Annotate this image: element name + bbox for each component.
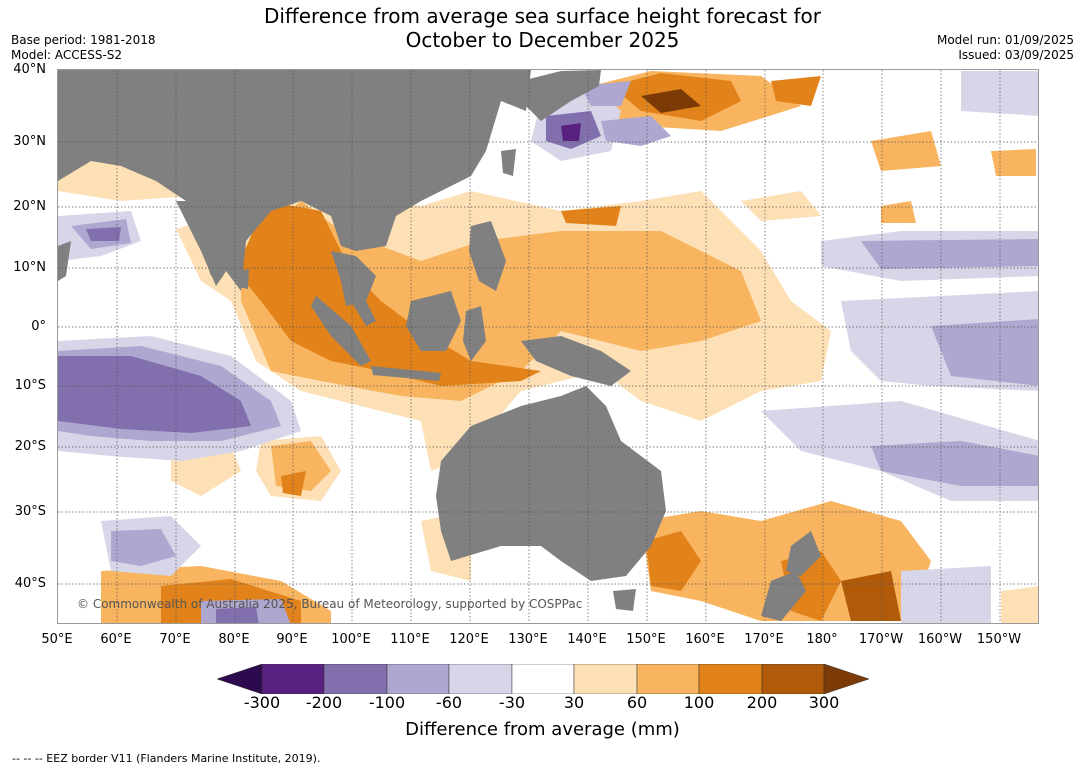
lat-label-40s: 40°S [14, 576, 46, 591]
sumatra [311, 296, 371, 366]
lon-label-170e: 170°E [744, 632, 784, 647]
colorbar-svg [216, 663, 870, 695]
colorbar-bin-8 [698, 663, 763, 695]
sri-lanka [239, 269, 249, 289]
lon-label-80e: 80°E [218, 632, 250, 647]
lon-label-180: 180° [806, 632, 838, 647]
colorbar-extend-low [216, 663, 263, 695]
copyright-credit: © Commonwealth of Australia 2025, Bureau… [77, 597, 583, 611]
colorbar-bin-2 [323, 663, 388, 695]
lon-label-50e: 50°E [41, 632, 73, 647]
asia-landmass [58, 70, 531, 291]
lon-label-150w: 150°W [976, 632, 1022, 647]
new-zealand-north [786, 531, 821, 576]
map-panel[interactable] [57, 69, 1039, 624]
korea-taiwan [501, 149, 516, 176]
lon-label-160w: 160°W [917, 632, 963, 647]
tasmania [613, 589, 636, 611]
colorbar-extend-high [823, 663, 870, 695]
model-run: Model run: 01/09/2025 [936, 33, 1074, 47]
lat-label-40n: 40°N [13, 62, 46, 77]
colorbar-bin-5 [511, 663, 575, 695]
lat-label-10s: 10°S [14, 378, 46, 393]
lon-label-160e: 160°E [685, 632, 725, 647]
colorbar-tick-6: 60 [626, 693, 648, 712]
model-name: Model: ACCESS-S2 [11, 48, 123, 62]
sulawesi [463, 306, 486, 361]
japan [521, 70, 601, 121]
lon-label-120e: 120°E [449, 632, 489, 647]
negative-anomaly-layer [58, 71, 1038, 623]
colorbar-bin-1 [261, 663, 325, 695]
meta-left: Base period: 1981-2018 Model: ACCESS-S2 [11, 33, 156, 63]
indochina-peninsula [331, 251, 376, 306]
colorbar-tick-3: -60 [435, 693, 463, 712]
colorbar-bin-7 [636, 663, 700, 695]
lon-label-150e: 150°E [626, 632, 666, 647]
colorbar-tick-5: 30 [563, 693, 585, 712]
colorbar-tick-9: 300 [808, 693, 840, 712]
malay-peninsula [346, 281, 376, 326]
colorbar-bin-9 [761, 663, 825, 695]
graticule [58, 70, 1038, 623]
title-line-1: Difference from average sea surface heig… [263, 4, 822, 28]
base-period: Base period: 1981-2018 [11, 33, 156, 47]
indian-peninsula [176, 201, 246, 286]
colorbar-tick-7: 100 [683, 693, 715, 712]
colorbar [216, 663, 870, 695]
meta-right: Model run: 01/09/2025 Issued: 03/09/2025 [937, 33, 1074, 63]
madagascar-edge [58, 241, 71, 281]
lat-label-10n: 10°N [13, 260, 46, 275]
lon-label-130e: 130°E [508, 632, 548, 647]
lat-label-20n: 20°N [13, 199, 46, 214]
colorbar-tick-0: -300 [243, 693, 281, 712]
title-line-2: October to December 2025 [405, 28, 680, 52]
lon-label-60e: 60°E [100, 632, 132, 647]
colorbar-tick-2: -100 [368, 693, 406, 712]
colorbar-tick-4: -30 [498, 693, 526, 712]
lat-label-30s: 30°S [14, 504, 46, 519]
map-title: Difference from average sea surface heig… [0, 4, 1085, 52]
philippines [469, 221, 506, 291]
eez-footer-note: -- -- -- EEZ border V11 (Flanders Marine… [12, 752, 321, 765]
map-canvas [58, 70, 1038, 623]
lon-label-140e: 140°E [567, 632, 607, 647]
australia [436, 386, 666, 581]
lon-label-90e: 90°E [276, 632, 308, 647]
java [371, 366, 441, 381]
lat-label-equator: 0° [31, 319, 46, 334]
lon-label-170w: 170°W [858, 632, 904, 647]
new-guinea [521, 336, 631, 386]
colorbar-bin-6 [573, 663, 638, 695]
borneo [406, 291, 461, 351]
lat-label-20s: 20°S [14, 439, 46, 454]
colorbar-bin-3 [386, 663, 450, 695]
lon-label-100e: 100°E [331, 632, 371, 647]
colorbar-tick-8: 200 [746, 693, 778, 712]
lat-label-30n: 30°N [13, 134, 46, 149]
lon-label-110e: 110°E [390, 632, 430, 647]
colorbar-label: Difference from average (mm) [405, 719, 680, 740]
lon-label-70e: 70°E [159, 632, 191, 647]
issued-date: Issued: 03/09/2025 [958, 48, 1074, 62]
new-zealand-south [761, 571, 806, 621]
colorbar-tick-1: -200 [305, 693, 343, 712]
land-layer [58, 70, 821, 621]
positive-anomaly-layer [58, 71, 1038, 623]
colorbar-bin-4 [448, 663, 513, 695]
